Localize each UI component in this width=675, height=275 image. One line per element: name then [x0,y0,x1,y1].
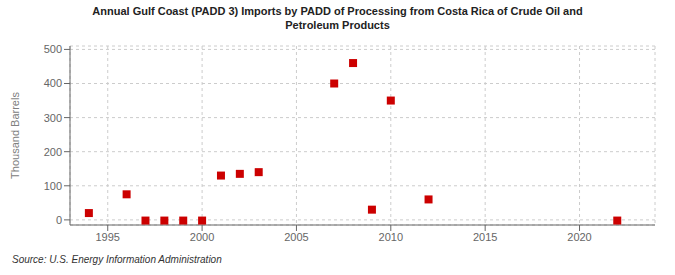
html-text:Source: U.S. Energy Informatio: Source: U.S. Energy Information Administ… [12,254,222,265]
html-text:Annual Gulf Coast (PADD 3) Imp: Annual Gulf Coast (PADD 3) Imports by PA… [92,5,583,31]
svg-text:500: 500 [44,43,62,55]
svg-text:2020: 2020 [567,231,591,243]
svg-text:0: 0 [56,214,62,226]
svg-text:100: 100 [44,180,62,192]
svg-text:300: 300 [44,112,62,124]
svg-text:2010: 2010 [379,231,403,243]
svg-text:2005: 2005 [284,231,308,243]
svg-text:Thousand Barrels: Thousand Barrels [9,92,21,179]
svg-text:2000: 2000 [190,231,214,243]
svg-text:400: 400 [44,77,62,89]
svg-text:1995: 1995 [95,231,119,243]
svg-text:200: 200 [44,146,62,158]
svg-text:2015: 2015 [473,231,497,243]
